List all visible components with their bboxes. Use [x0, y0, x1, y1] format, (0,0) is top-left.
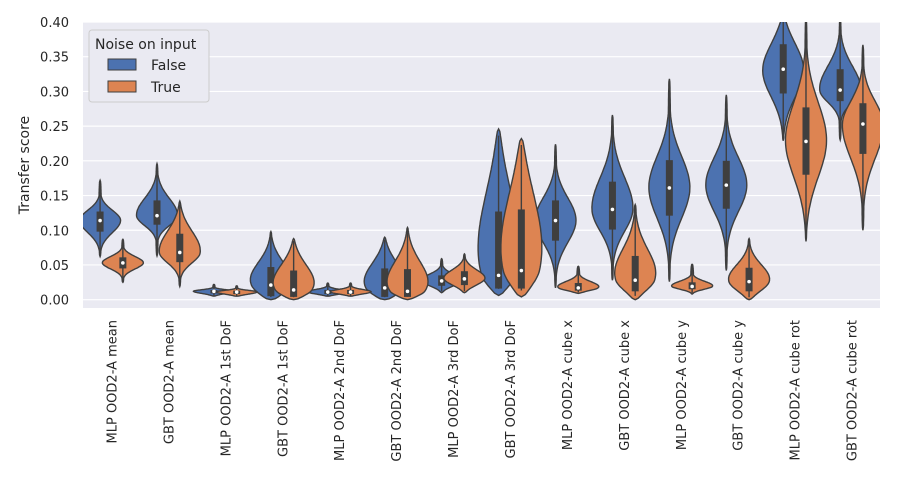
violin-iqr-box — [403, 269, 411, 297]
violin-iqr-box — [517, 209, 525, 289]
violin-median — [804, 139, 808, 144]
violin-iqr-box — [745, 267, 753, 292]
violin-iqr-box — [608, 181, 616, 230]
violin-iqr-box — [381, 268, 389, 297]
violin-median — [325, 290, 330, 294]
violin-median — [291, 288, 296, 292]
violin-median — [667, 186, 672, 190]
y-tick-labels: 0.00 0.05 0.10 0.15 0.20 0.25 0.30 0.35 0.40 — [40, 16, 69, 309]
violin-median — [382, 286, 387, 290]
legend: Noise on input False True — [88, 29, 210, 103]
violin-median — [633, 278, 638, 283]
x-tick-label: MLP OOD2-A mean — [105, 320, 120, 443]
x-tick-label: GBT OOD2-A cube rot — [846, 320, 861, 461]
x-tick-label: MLP OOD2-A cube x — [561, 320, 576, 450]
x-tick-label: GBT OOD2-A 1st DoF — [276, 320, 291, 457]
x-tick-labels: MLP OOD2-A mean GBT OOD2-A mean MLP OOD2-A… — [105, 320, 860, 462]
x-tick-label: GBT OOD2-A 3rd DoF — [504, 320, 519, 458]
violin-median — [439, 279, 444, 283]
violin-median — [462, 277, 467, 281]
x-tick-label: GBT OOD2-A cube x — [618, 320, 633, 451]
violin-median — [234, 290, 239, 294]
violin-iqr-box — [267, 267, 275, 297]
violin-median — [155, 213, 159, 218]
violin-iqr-box — [631, 255, 639, 292]
violin-iqr-box — [176, 233, 184, 263]
violin-median — [781, 67, 786, 72]
violin-median — [269, 283, 273, 287]
violin-median — [576, 286, 581, 290]
legend-label-true: True — [150, 80, 181, 96]
y-tick-label: 0.40 — [40, 16, 69, 31]
violin-median — [177, 250, 182, 255]
violin-median — [553, 218, 558, 223]
x-tick-label: MLP OOD2-A 3rd DoF — [447, 320, 462, 458]
y-tick-label: 0.25 — [40, 120, 69, 135]
violin-median — [610, 207, 615, 212]
y-tick-label: 0.15 — [40, 190, 69, 205]
x-tick-label: MLP OOD2-A cube rot — [789, 320, 804, 461]
violin-median — [724, 183, 729, 187]
y-tick-label: 0.20 — [40, 155, 69, 170]
legend-swatch-false — [107, 58, 137, 71]
x-tick-label: GBT OOD2-A 2nd DoF — [390, 320, 405, 462]
violin-iqr-box — [153, 200, 161, 225]
x-tick-label: GBT OOD2-A mean — [162, 320, 177, 444]
violin-iqr-box — [836, 69, 844, 102]
violin-iqr-box — [495, 211, 503, 289]
violin-median — [496, 273, 501, 278]
violin-marks — [83, 22, 880, 301]
y-tick-label: 0.00 — [40, 294, 69, 309]
x-tick-label: MLP OOD2-A 2nd DoF — [333, 320, 348, 461]
x-tick-label: MLP OOD2-A cube y — [675, 320, 690, 450]
violin-median — [348, 290, 353, 294]
legend-label-false: False — [151, 58, 186, 74]
violin-iqr-box — [290, 270, 298, 297]
violin-median — [519, 268, 524, 273]
x-tick-label: MLP OOD2-A 1st DoF — [219, 320, 234, 456]
violin-median — [747, 279, 751, 284]
violin-median — [98, 218, 102, 223]
x-tick-label: GBT OOD2-A cube y — [732, 320, 747, 451]
y-tick-label: 0.35 — [40, 51, 69, 66]
violin-median — [838, 88, 842, 92]
violin-median — [405, 289, 410, 294]
y-axis-label: Transfer score — [17, 116, 33, 215]
violin-median — [861, 122, 865, 126]
violin-median — [212, 289, 216, 294]
y-tick-label: 0.05 — [40, 259, 69, 274]
legend-swatch-true — [107, 80, 137, 93]
y-tick-label: 0.30 — [40, 85, 69, 100]
y-tick-label: 0.10 — [40, 224, 69, 239]
violin-iqr-box — [859, 103, 867, 154]
legend-title: Noise on input — [95, 37, 197, 53]
violin-median — [121, 261, 125, 265]
violin-median — [690, 284, 694, 289]
